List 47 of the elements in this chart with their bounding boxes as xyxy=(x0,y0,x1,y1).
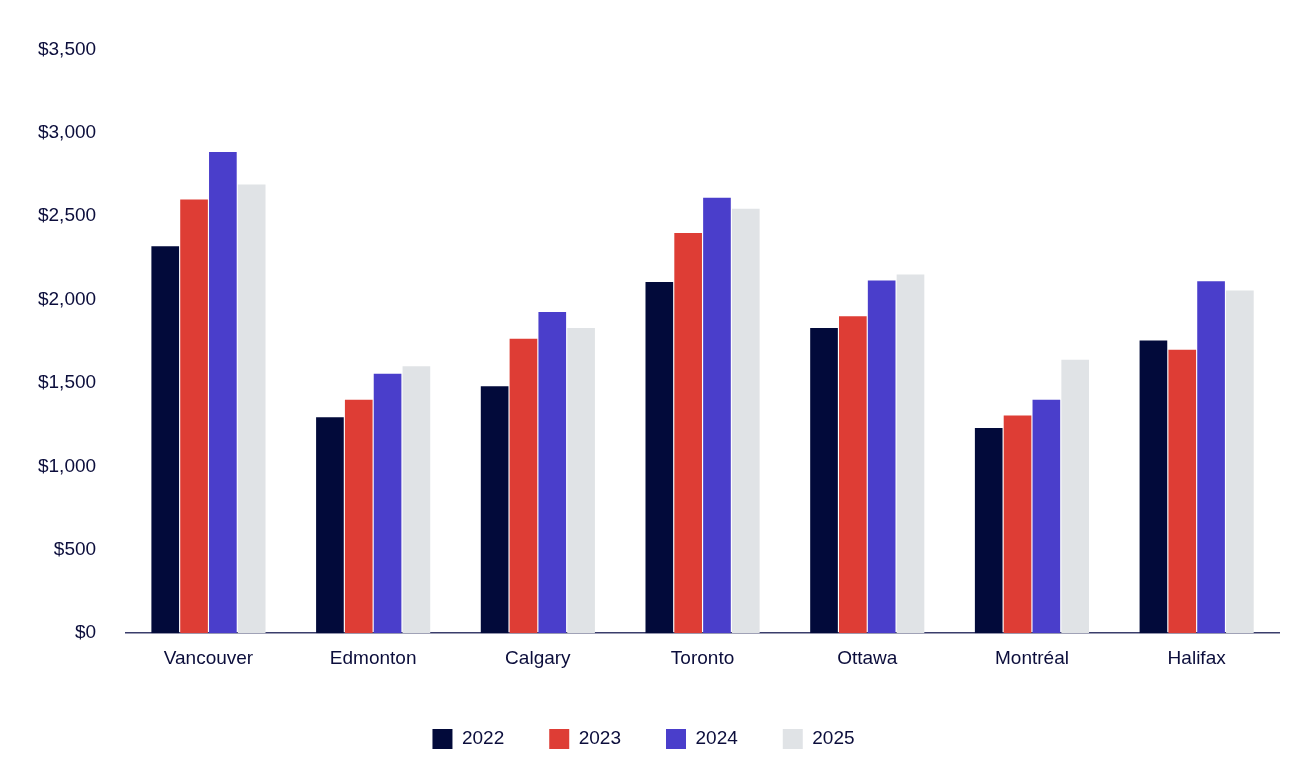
bar xyxy=(567,327,595,634)
x-tick-label: Montréal xyxy=(994,646,1069,668)
x-tick-label: Toronto xyxy=(670,646,735,668)
y-tick-label: $3,500 xyxy=(37,37,97,59)
bar xyxy=(1168,349,1197,634)
y-tick-label: $1,500 xyxy=(37,371,97,393)
bar xyxy=(1003,415,1032,634)
y-tick-label: $1,000 xyxy=(37,454,97,476)
y-tick-label: $0 xyxy=(74,621,97,643)
bar xyxy=(509,338,538,634)
x-tick-label: Calgary xyxy=(505,646,572,668)
bar xyxy=(151,246,180,634)
bar xyxy=(896,274,925,634)
x-tick-label: Edmonton xyxy=(329,646,417,668)
bar xyxy=(731,208,760,634)
bar xyxy=(645,282,674,634)
y-tick-label: $3,000 xyxy=(37,121,97,143)
x-tick-label: Halifax xyxy=(1167,646,1227,668)
bar xyxy=(1226,290,1254,634)
legend-label: 2023 xyxy=(578,727,622,749)
bar xyxy=(810,327,838,634)
bar xyxy=(974,428,1003,634)
bar xyxy=(674,232,702,634)
bar xyxy=(180,199,208,634)
bar xyxy=(1139,340,1168,634)
y-tick-label: $500 xyxy=(53,538,97,560)
bar xyxy=(344,399,373,634)
x-tick-label: Ottawa xyxy=(837,646,898,668)
legend-label: 2025 xyxy=(812,727,855,749)
bar xyxy=(1197,281,1225,634)
bar xyxy=(703,197,731,634)
bar xyxy=(839,316,867,634)
y-tick-label: $2,500 xyxy=(37,204,97,226)
legend-label: 2022 xyxy=(461,727,505,749)
y-tick-label: $2,000 xyxy=(37,287,97,309)
bar xyxy=(237,184,266,634)
bar xyxy=(1061,359,1090,634)
legend-label: 2024 xyxy=(695,727,739,749)
x-tick-label: Vancouver xyxy=(163,646,254,668)
bar xyxy=(867,280,896,634)
bar xyxy=(1032,399,1061,634)
bar xyxy=(373,373,402,634)
bar xyxy=(402,366,431,634)
bar xyxy=(316,417,344,634)
bar xyxy=(480,386,509,634)
bar xyxy=(538,312,567,634)
bar xyxy=(209,151,237,634)
